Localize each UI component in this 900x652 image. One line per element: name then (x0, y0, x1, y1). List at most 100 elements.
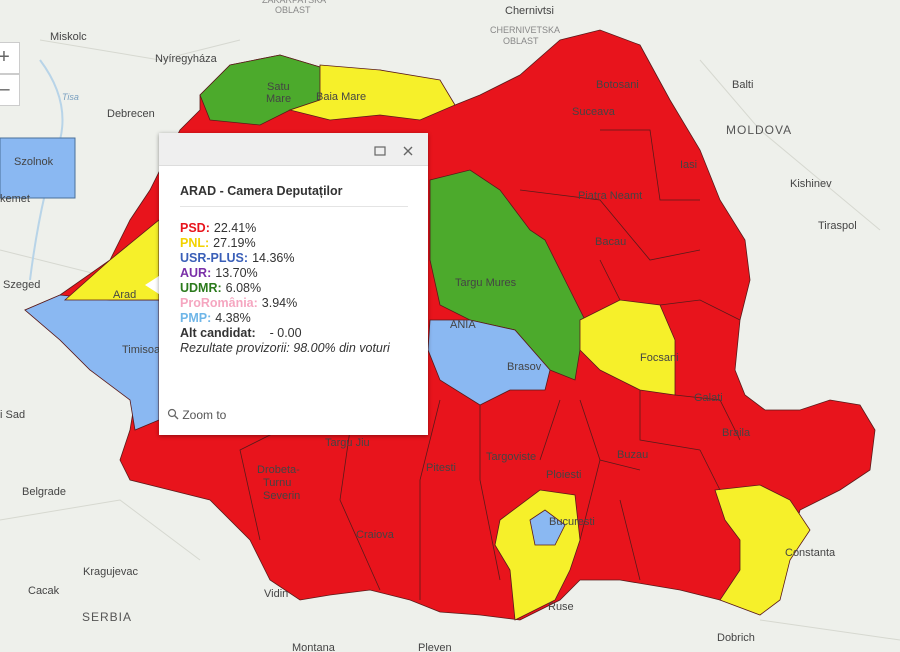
zoom-out[interactable]: – (0, 74, 20, 106)
party-value: 22.41% (213, 221, 257, 235)
result-row: UDMR: 6.08% (180, 281, 408, 296)
place-label: Kishinev (790, 178, 832, 190)
place-label: Mare (266, 93, 291, 105)
place-label: Pitesti (426, 462, 456, 474)
other-label: Alt candidat: (180, 326, 256, 340)
party-value: 6.08% (225, 281, 262, 295)
place-label: Timisoara (122, 344, 171, 356)
note: Rezultate provizorii: 98.00% din voturi (180, 341, 390, 355)
result-row: PSD: 22.41% (180, 221, 408, 236)
place-label: Belgrade (22, 486, 66, 498)
other-row: Alt candidat: - 0.00 (180, 326, 408, 341)
place-label: Balti (732, 79, 753, 91)
place-label: Baia Mare (316, 91, 366, 103)
zoom-in[interactable]: + (0, 42, 20, 74)
place-label: Satu (267, 81, 290, 93)
place-label: ZAKARPATSKA (262, 0, 326, 5)
place-label: Vidin (264, 588, 288, 600)
party-value: 13.70% (215, 266, 258, 280)
party-value: 27.19% (213, 236, 256, 250)
place-label: i Sad (0, 409, 25, 421)
popup: ARAD - Camera Deputaților PSD: 22.41% PNL:… (159, 133, 428, 435)
place-label: Ruse (548, 601, 574, 613)
place-label: Szolnok (14, 156, 54, 168)
region-pnl-n (288, 64, 456, 121)
place-label: Botosani (596, 79, 639, 91)
region-usr-c (427, 319, 551, 406)
county-borders (239, 129, 741, 600)
place-label: Chernivtsi (505, 5, 554, 17)
place-label: OBLAST (275, 5, 311, 15)
place-label: SERBIA (82, 610, 132, 624)
county-szolnok (0, 137, 76, 199)
result-row: ProRomânia: 3.94% (180, 296, 408, 311)
party-name: UDMR: (180, 281, 222, 295)
place-label: MOLDOVA (726, 123, 792, 137)
place-label: ANIA (450, 319, 476, 331)
party-value: 4.38% (215, 311, 251, 325)
place-label: Iasi (680, 159, 697, 171)
place-label: Drobeta- (257, 464, 300, 476)
result-row: USR-PLUS: 14.36% (180, 251, 408, 266)
place-label: OBLAST (503, 36, 539, 46)
place-label: Bacau (595, 236, 626, 248)
region-pnl-w (63, 219, 160, 301)
place-label: Turnu (263, 477, 291, 489)
place-label: Montana (292, 642, 336, 652)
result-row: AUR: 13.70% (180, 266, 408, 281)
party-name: PMP: (180, 311, 212, 325)
other-value: - 0.00 (269, 326, 302, 340)
place-label: Piatra Neamt (578, 190, 642, 202)
place-label: Targu Mures (455, 277, 517, 289)
place-label: Galati (694, 392, 723, 404)
close-button[interactable] (403, 146, 413, 156)
place-label: Braila (722, 427, 751, 439)
region-usr-w (24, 294, 160, 431)
zoom-label: Zoom to (182, 408, 227, 422)
party-name: PSD: (180, 221, 210, 235)
place-label: CHERNIVETSKA (490, 25, 560, 35)
party-name: PNL: (180, 236, 210, 250)
place-label: Miskolc (50, 31, 87, 43)
place-label: Focsani (640, 352, 679, 364)
party-name: AUR: (180, 266, 212, 280)
place-label: Constanta (785, 547, 836, 559)
place-label: Targoviste (486, 451, 536, 463)
result-row: PMP: 4.38% (180, 311, 408, 326)
place-label: Tiraspol (818, 220, 857, 232)
place-label: Nyíregyháza (155, 53, 218, 65)
party-value: 14.36% (252, 251, 295, 265)
popup-header (159, 133, 428, 166)
popup-title: ARAD - Camera Deputaților (180, 184, 408, 207)
place-label: Severin (263, 490, 300, 502)
popup-pointer (145, 276, 159, 294)
region-usr-b (529, 509, 566, 546)
place-label: Bucuresti (549, 516, 595, 528)
place-label: Buzau (617, 449, 648, 461)
place-label: Targu Jiu (325, 437, 370, 449)
place-label: Tisa (62, 92, 79, 102)
party-name: USR-PLUS: (180, 251, 249, 265)
place-label: Pleven (418, 642, 452, 652)
region-pnl-se (714, 484, 811, 616)
party-value: 3.94% (261, 296, 298, 310)
zoom-to[interactable]: Zoom to (167, 408, 226, 422)
maximize-button[interactable] (374, 146, 386, 156)
place-label: Brasov (507, 361, 542, 373)
place-label: Ploiesti (546, 469, 581, 481)
place-label: Suceava (572, 106, 616, 118)
place-label: kemet (0, 193, 30, 205)
party-name: ProRomânia: (180, 296, 258, 310)
place-label: Cacak (28, 585, 60, 597)
place-label: Dobrich (717, 632, 755, 644)
place-label: Debrecen (107, 108, 155, 120)
place-label: Kragujevac (83, 566, 139, 578)
zoom-icon (167, 408, 179, 420)
place-label: Arad (113, 289, 136, 301)
results: PSD: 22.41% PNL: 27.19% USR-PLUS: 14.36% AUR: 1… (180, 221, 408, 326)
place-label: Craiova (356, 529, 395, 541)
result-row: PNL: 27.19% (180, 236, 408, 251)
popup-icons (374, 146, 413, 156)
